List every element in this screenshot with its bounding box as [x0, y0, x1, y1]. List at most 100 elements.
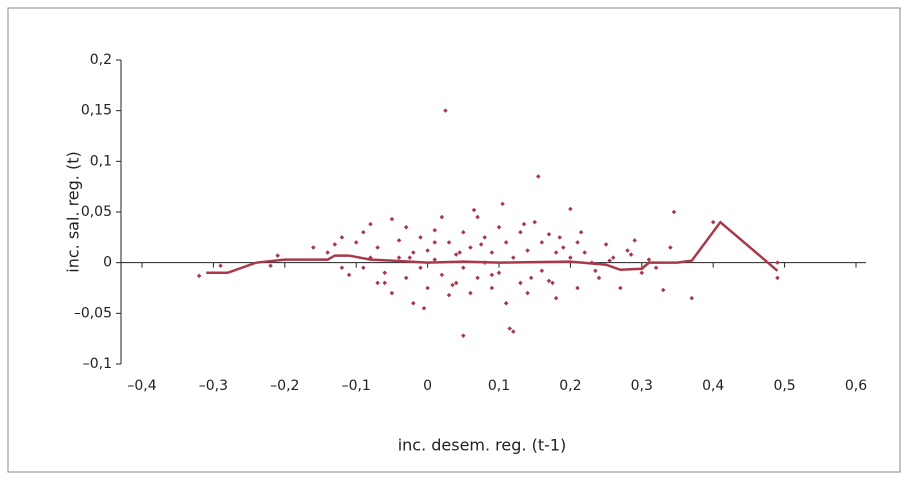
scatter-point: [568, 206, 573, 212]
scatter-point: [275, 253, 280, 258]
scatter-point: [532, 219, 537, 225]
trend-line: [206, 220, 779, 275]
scatter-point: [536, 174, 541, 179]
scatter-point: [625, 248, 630, 253]
scatter-point: [553, 250, 559, 255]
scatter-point: [425, 285, 430, 291]
scatter-point: [361, 230, 366, 235]
scatter-point: [353, 240, 359, 245]
scatter-point: [268, 263, 273, 268]
scatter-point: [218, 263, 223, 268]
scatter-point: [382, 270, 388, 276]
scatter-point: [457, 250, 462, 255]
scatter-point: [461, 265, 466, 270]
scatter-point: [550, 280, 555, 286]
scatter-point: [389, 216, 395, 222]
y-tick-label: 0,05: [81, 204, 112, 220]
scatter-point: [553, 295, 559, 301]
scatter-point: [489, 285, 495, 291]
y-tick-label: –0,05: [74, 305, 112, 321]
scatter-point: [503, 240, 509, 245]
y-tick-label: –0,1: [83, 356, 112, 372]
scatter-point: [411, 250, 416, 255]
scatter-point: [339, 265, 345, 270]
scatter-point: [603, 242, 609, 247]
scatter-point: [339, 235, 345, 240]
scatter-point: [325, 250, 330, 255]
scatter-point: [646, 257, 652, 262]
scatter-point: [539, 240, 545, 245]
scatter-point: [468, 290, 473, 296]
scatter-point: [478, 242, 484, 247]
scatter-point: [653, 265, 659, 270]
scatter-point: [311, 245, 316, 250]
scatter-point: [471, 207, 477, 213]
y-tick-label: 0,1: [90, 153, 112, 169]
x-tick-label: 0,3: [631, 378, 653, 394]
scatter-point: [575, 240, 580, 245]
scatter-point: [578, 230, 584, 235]
scatter-point: [396, 255, 402, 260]
x-tick-label: 0,5: [773, 378, 795, 394]
scatter-point: [403, 275, 409, 281]
scatter-point: [775, 275, 780, 281]
x-tick-label: –0,1: [342, 378, 371, 394]
scatter-point: [668, 245, 673, 250]
scatter-point: [500, 201, 505, 207]
scatter-point: [346, 272, 352, 278]
scatter-point: [461, 230, 466, 235]
scatter-point: [507, 326, 512, 331]
scatter-point: [453, 280, 459, 286]
y-tick-label: 0,2: [90, 52, 112, 68]
scatter-point: [453, 252, 459, 257]
scatter-point: [489, 272, 495, 278]
scatter-point: [361, 265, 366, 270]
scatter-point: [639, 270, 645, 276]
scatter-point: [546, 232, 552, 237]
x-tick-label: 0,4: [702, 378, 724, 394]
scatter-point: [450, 282, 455, 288]
scatter-point: [518, 230, 523, 235]
scatter-point: [489, 250, 495, 255]
scatter-point: [407, 255, 413, 260]
scatter-point: [525, 290, 530, 296]
scatter-point: [403, 224, 409, 230]
scatter-point: [775, 260, 780, 265]
scatter-point: [546, 278, 552, 284]
x-tick-label: 0,6: [845, 378, 867, 394]
scatter-point: [528, 275, 534, 281]
scatter-point: [421, 306, 427, 311]
scatter-point: [418, 235, 423, 240]
scatter-point: [461, 333, 466, 338]
scatter-point: [518, 280, 523, 286]
scatter-point: [439, 272, 445, 278]
scatter-point: [418, 265, 423, 270]
scatter-point: [582, 250, 587, 255]
scatter-point: [396, 238, 402, 243]
scatter-point: [411, 300, 416, 306]
scatter-point: [468, 245, 473, 250]
scatter-point: [439, 214, 445, 220]
scatter-point: [511, 255, 516, 260]
x-tick-label: 0,1: [488, 378, 510, 394]
scatter-point: [575, 285, 580, 291]
scatter-point: [496, 224, 502, 230]
scatter-point: [557, 235, 562, 240]
x-tick-label: –0,2: [270, 378, 299, 394]
scatter-point: [710, 219, 716, 225]
y-tick-label: 0: [103, 255, 112, 271]
scatter-point: [568, 255, 573, 260]
scatter-point: [332, 242, 338, 247]
scatter-point: [689, 295, 695, 301]
scatter-point: [632, 238, 637, 243]
scatter-point: [475, 214, 480, 220]
scatter-point: [503, 300, 509, 306]
y-axis-title: inc. sal. reg. (t): [64, 151, 83, 272]
scatter-point: [539, 268, 545, 274]
scatter-point: [375, 245, 380, 250]
x-tick-label: 0,2: [559, 378, 581, 394]
scatter-point: [496, 270, 502, 276]
scatter-point: [425, 248, 430, 253]
